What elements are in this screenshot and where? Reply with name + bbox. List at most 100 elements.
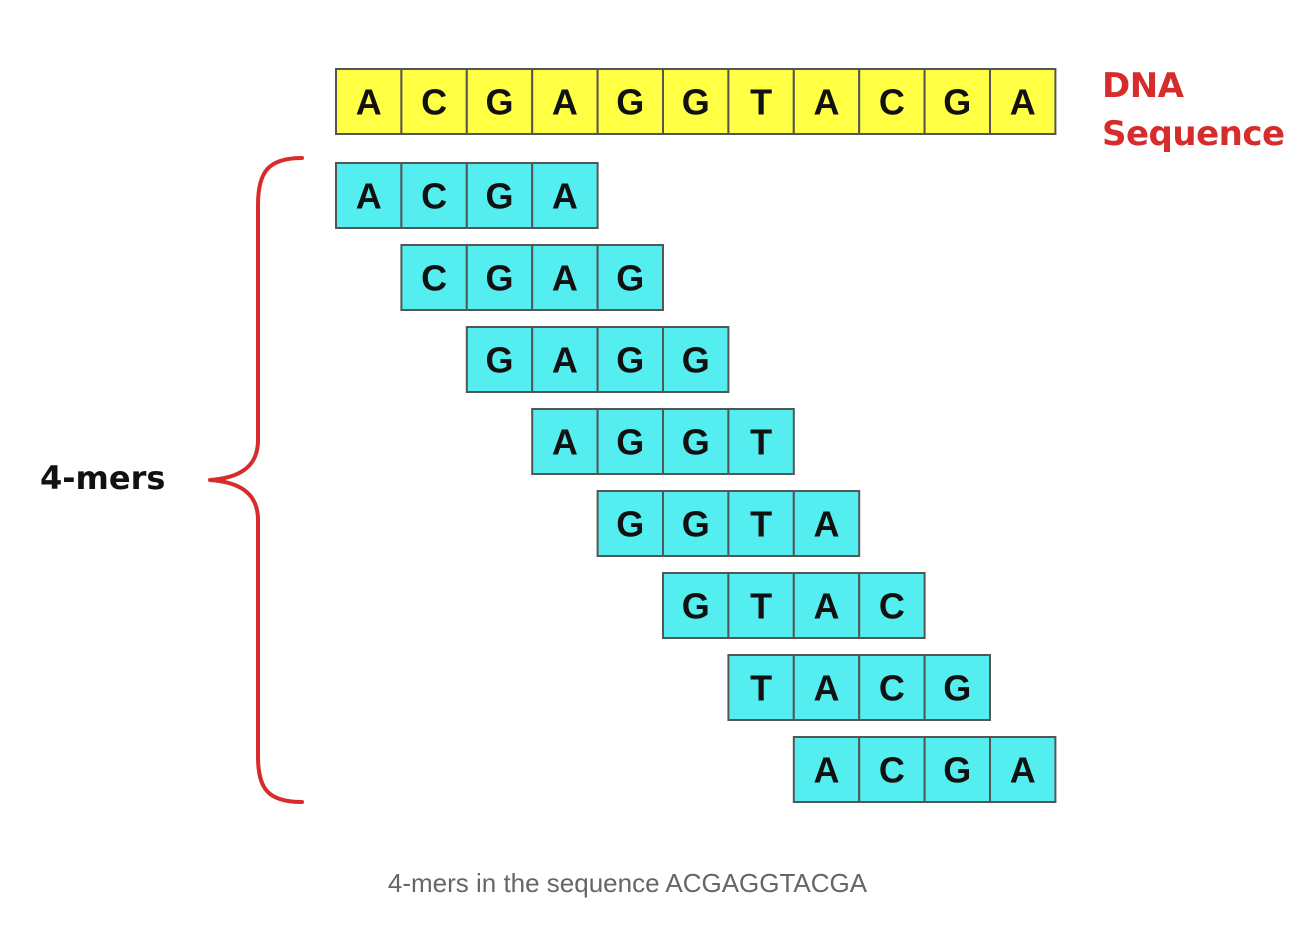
kmer-base: A: [792, 736, 861, 803]
kmer-base: G: [662, 490, 730, 557]
dna-label-line1: DNA: [1102, 66, 1184, 106]
kmer-base: G: [596, 326, 664, 393]
kmer-base-box: [465, 162, 534, 229]
sequence-base: G: [923, 68, 991, 135]
kmer-base-box: [531, 162, 599, 229]
sequence-base-letter: A: [552, 82, 578, 123]
kmer-base: A: [989, 736, 1057, 803]
kmer-base: C: [858, 572, 926, 639]
kmer-base: G: [465, 162, 534, 229]
kmer-base-letter: C: [879, 586, 905, 627]
kmer-base-box: [923, 654, 991, 721]
kmer-base-box: [792, 490, 861, 557]
figure-caption: 4-mers in the sequence ACGAGGTACGA: [387, 868, 868, 898]
kmer-base: G: [596, 408, 664, 475]
kmer-base-letter: A: [356, 176, 382, 217]
kmer-base-letter: G: [682, 586, 710, 627]
kmer-base-letter: G: [485, 176, 513, 217]
kmer-base: G: [465, 244, 534, 311]
kmer-base-box: [596, 490, 664, 557]
kmer-base: A: [531, 408, 599, 475]
kmer-base: A: [792, 654, 861, 721]
kmer-base-letter: T: [750, 422, 772, 463]
sequence-base: G: [465, 68, 534, 135]
kmer-base-letter: T: [750, 586, 772, 627]
sequence-base-letter: T: [750, 82, 772, 123]
kmer-base-box: [465, 326, 534, 393]
sequence-base-box: [400, 68, 468, 135]
kmer-rows: A C G AC G A GG A G GA G G TG G T AG T A CT A C GA C G A: [335, 162, 1057, 803]
sequence-base-letter: G: [682, 82, 710, 123]
kmer-base-letter: G: [943, 668, 971, 709]
kmer-base-letter: A: [552, 176, 578, 217]
sequence-base-box: [989, 68, 1057, 135]
sequence-base: A: [531, 68, 599, 135]
sequence-base-box: [531, 68, 599, 135]
sequence-base: A: [989, 68, 1057, 135]
kmer-base-letter: A: [1010, 750, 1036, 791]
kmer-base-box: [596, 244, 664, 311]
sequence-base-letter: G: [616, 82, 644, 123]
sequence-base-letter: A: [356, 82, 382, 123]
kmer-base: G: [465, 326, 534, 393]
kmer-base: G: [662, 326, 730, 393]
kmer-base-letter: A: [552, 340, 578, 381]
kmer-base-letter: T: [750, 504, 772, 545]
kmer-base-letter: A: [552, 258, 578, 299]
sequence-base: G: [596, 68, 664, 135]
sequence-base-box: [335, 68, 403, 135]
kmer-base: T: [727, 654, 795, 721]
sequence-base-letter: A: [814, 82, 840, 123]
sequence-base-letter: G: [485, 82, 513, 123]
kmer-base: C: [858, 736, 926, 803]
kmer-base: T: [727, 572, 795, 639]
sequence-base: T: [727, 68, 795, 135]
kmer-base-letter: G: [616, 258, 644, 299]
kmer-base: G: [923, 654, 991, 721]
kmer-base-box: [858, 654, 926, 721]
sequence-base-letter: G: [943, 82, 971, 123]
sequence-base-box: [858, 68, 926, 135]
kmer-base-letter: G: [616, 340, 644, 381]
kmer-base-box: [858, 572, 926, 639]
kmer-base-letter: A: [814, 586, 840, 627]
kmer-base: T: [727, 408, 795, 475]
kmer-base-letter: G: [485, 340, 513, 381]
kmer-base-letter: G: [943, 750, 971, 791]
dna-sequence-label: DNA Sequence: [1102, 62, 1285, 158]
kmer-base: G: [662, 408, 730, 475]
kmer-base: A: [531, 326, 599, 393]
kmer-base-letter: G: [682, 340, 710, 381]
dna-label-line2: Sequence: [1102, 114, 1285, 154]
kmer-base-letter: G: [616, 504, 644, 545]
kmer-base-box: [989, 736, 1057, 803]
kmer-base-box: [662, 326, 730, 393]
kmer-base: G: [923, 736, 991, 803]
sequence-base-letter: C: [421, 82, 447, 123]
kmer-base-letter: G: [485, 258, 513, 299]
kmer-base-letter: G: [682, 504, 710, 545]
kmer-base: C: [400, 162, 468, 229]
kmer-base: T: [727, 490, 795, 557]
sequence-base: A: [792, 68, 861, 135]
kmer-base: G: [596, 490, 664, 557]
kmer-base: A: [792, 572, 861, 639]
kmer-base-letter: T: [750, 668, 772, 709]
kmer-base-letter: C: [879, 668, 905, 709]
kmer-base: A: [531, 244, 599, 311]
sequence-base: C: [858, 68, 926, 135]
kmer-base-letter: C: [879, 750, 905, 791]
kmer-base-letter: C: [421, 258, 447, 299]
kmer-base: G: [662, 572, 730, 639]
kmer-base: G: [596, 244, 664, 311]
sequence-base: C: [400, 68, 468, 135]
